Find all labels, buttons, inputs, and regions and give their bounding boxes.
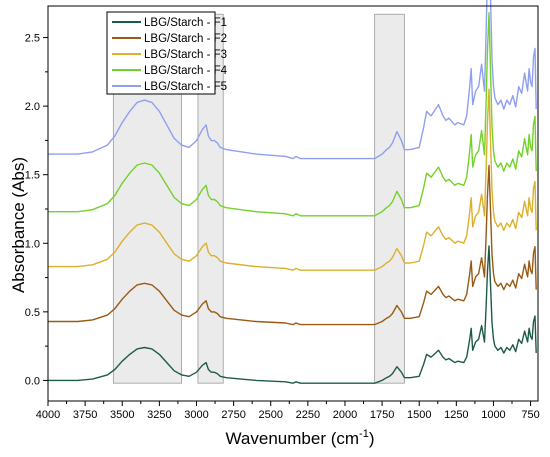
x-axis-title: Wavenumber (cm-1)	[226, 428, 375, 448]
x-axis-title-main: Wavenumber (cm	[226, 429, 360, 448]
y-tick-label: 0.5	[25, 307, 40, 319]
series-line-f2	[48, 164, 537, 326]
legend-label-f3: LBG/Starch - F3	[144, 49, 227, 61]
x-tick-label: 3750	[73, 409, 97, 421]
legend-item: LBG/Starch - F5	[112, 81, 227, 93]
x-tick-label: 2750	[221, 409, 245, 421]
series-line-f5	[48, 0, 537, 160]
y-axis-title: Absorbance (Abs)	[9, 157, 28, 293]
legend-label-f2: LBG/Starch - F2	[144, 33, 227, 45]
series-line-f1	[48, 245, 537, 384]
x-axis-title-suffix: )	[369, 429, 375, 448]
y-tick-label: 2.0	[25, 101, 40, 113]
x-tick-label: 1750	[370, 409, 394, 421]
legend-item: LBG/Starch - F4	[112, 65, 228, 77]
x-tick-label: 1250	[444, 409, 468, 421]
legend-item: LBG/Starch - F3	[112, 49, 227, 61]
y-axis: 0.0 0.5 1.0 1.5 2.0 2.5	[25, 33, 48, 387]
x-tick-label: 4000	[36, 409, 60, 421]
x-tick-label: 2500	[258, 409, 282, 421]
legend-item: LBG/Starch - F2	[112, 33, 227, 45]
y-tick-label: 1.0	[25, 238, 40, 250]
series-line-f3	[48, 88, 537, 271]
x-tick-label: 1500	[407, 409, 431, 421]
x-tick-label: 3500	[110, 409, 134, 421]
plot-frame	[47, 5, 539, 402]
spectra-series	[48, 0, 537, 384]
legend-label-f1: LBG/Starch - F1	[144, 17, 227, 29]
x-tick-label: 1000	[481, 409, 505, 421]
y-tick-label: 0.0	[25, 375, 40, 387]
series-line-f4	[48, 12, 537, 217]
legend-label-f4: LBG/Starch - F4	[144, 65, 228, 77]
y-tick-label: 2.5	[25, 33, 40, 45]
x-tick-label: 3250	[147, 409, 171, 421]
x-tick-label: 3000	[184, 409, 208, 421]
highlight-band-3	[374, 13, 405, 384]
x-tick-label: 750	[521, 409, 539, 421]
x-axis-title-superscript: -1	[359, 428, 369, 440]
x-axis: 4000 3750 3500 3250 3000 2750 2500 2250 2000 1750…	[36, 401, 540, 421]
x-tick-label: 2000	[333, 409, 357, 421]
legend-item: LBG/Starch - F1	[112, 17, 227, 29]
legend: LBG/Starch - F1 LBG/Starch - F2 LBG/Star…	[106, 11, 228, 95]
x-tick-label: 2250	[296, 409, 320, 421]
legend-label-f5: LBG/Starch - F5	[144, 81, 227, 93]
y-tick-label: 1.5	[25, 170, 40, 182]
